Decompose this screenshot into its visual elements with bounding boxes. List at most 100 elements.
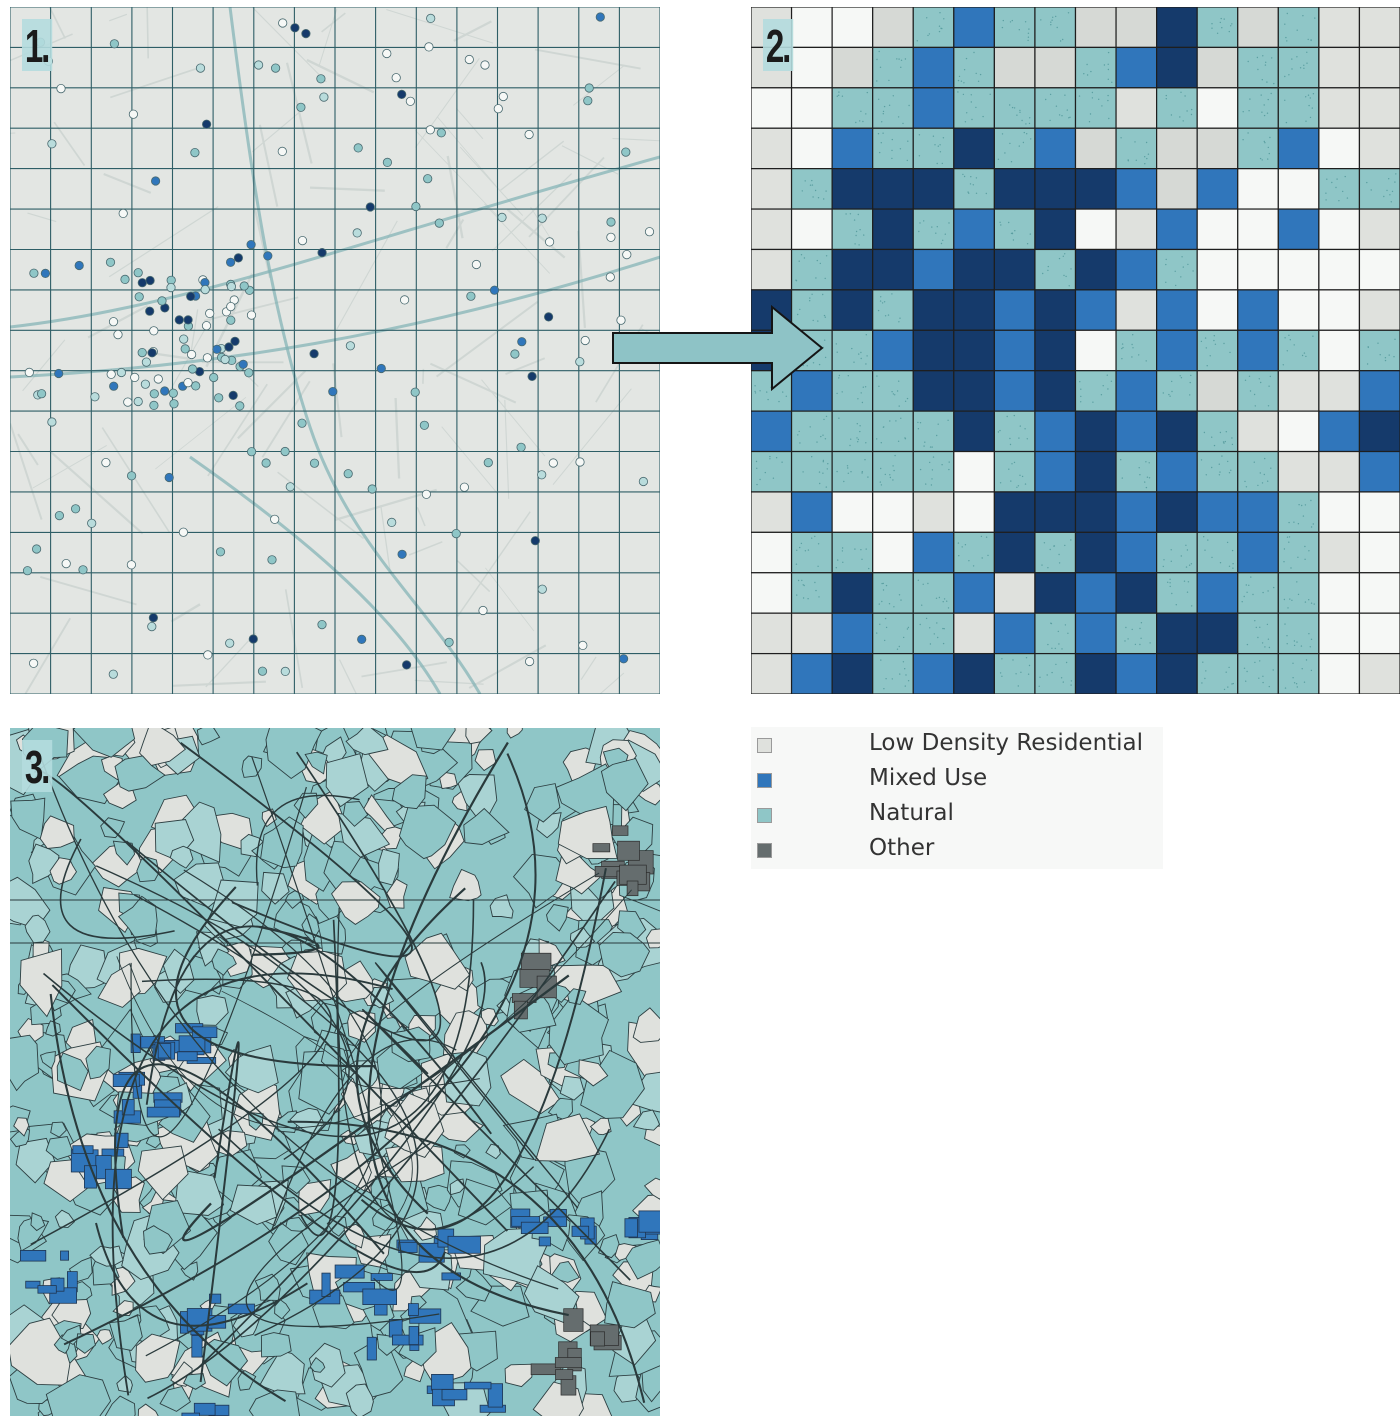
grid-cell [1277,46,1320,89]
grid-cell-texture [943,628,945,630]
grid-cell [1237,652,1279,694]
grid-cell-texture [1008,468,1010,470]
grid-cell-texture [947,607,950,609]
grid-cell-texture [1070,684,1072,686]
grid-cell [912,329,955,372]
grid-cell [1115,289,1158,331]
street-line [309,186,385,192]
data-point [164,472,174,483]
grid-cell-texture [1145,141,1148,144]
mixed-use-parcel [146,1106,180,1118]
grid-cell [1074,410,1117,453]
mixed-use-parcel [178,1035,206,1052]
grid-cell-texture [930,484,933,486]
grid-cell-texture [942,137,945,139]
grid-cell-texture [1043,542,1046,544]
grid-cell-texture [1016,114,1018,116]
data-point [137,347,147,358]
grid-cell [1237,208,1279,251]
data-point [47,139,57,149]
grid-cell [831,612,874,655]
grid-cell-texture [1106,374,1108,376]
grid-cell [1034,370,1077,412]
grid-cell-texture [826,468,828,470]
grid-cell-texture [799,546,801,549]
grid-cell-texture [1216,32,1219,34]
grid-cell-texture [767,398,769,401]
road-line [174,886,376,1068]
road-line [355,887,466,1215]
grid-cell-texture [1260,381,1262,384]
grid-cell-texture [1017,485,1020,487]
grid-cell [1196,7,1239,49]
grid-cell-texture [1268,385,1270,387]
data-point [151,176,161,186]
grid-cell [1156,127,1198,170]
grid-cell [1196,450,1239,493]
grid-cell-texture [1284,623,1286,625]
grid-cell [872,248,914,291]
grid-cell [1277,248,1320,291]
grid-cell-texture [1245,486,1248,488]
grid-cell-texture [809,300,811,302]
grid-cell-texture [1027,32,1030,34]
grid-cell-texture [1050,622,1053,625]
grid-cell [1156,370,1198,412]
grid-cell-texture [866,91,868,94]
land-parcel [378,848,400,886]
data-point [190,148,200,158]
grid-cell-texture [824,356,827,359]
data-point [203,650,213,660]
grid-cell-texture [1144,163,1146,165]
grid-cell-texture [1180,377,1183,379]
grid-cell-texture [1009,21,1012,23]
land-parcel [463,807,510,845]
grid-cell-texture [1346,197,1349,199]
grid-cell-texture [1289,598,1291,600]
grid-cell-texture [1014,230,1016,232]
grid-cell [1115,572,1158,614]
grid-cell-texture [883,426,885,428]
data-point [516,442,526,452]
grid-cell-texture [1312,523,1314,525]
grid-cell [1034,87,1077,129]
grid-cell-texture [1335,186,1337,189]
grid-cell-texture [1394,338,1396,340]
grid-cell-texture [1131,628,1133,631]
grid-cell-texture [946,600,948,602]
grid-cell-texture [785,395,787,397]
grid-cell-texture [817,543,820,545]
grid-cell [1074,7,1117,49]
data-point [149,389,159,399]
grid-cell-texture [1211,23,1213,25]
grid-cell-texture [1180,91,1182,94]
grid-cell [1277,7,1320,49]
grid-cell-texture [1214,343,1217,345]
grid-cell-texture [1291,599,1293,601]
grid-cell-texture [1064,253,1066,255]
land-parcel [248,1389,300,1416]
grid-cell [1277,612,1320,655]
grid-cell-texture [1205,474,1207,476]
grid-cell-texture [1145,486,1148,489]
grid-cell [790,87,833,129]
grid-cell [1358,289,1400,331]
grid-cell [872,168,914,210]
grid-cell-texture [822,434,824,436]
grid-cell-texture [1056,26,1058,29]
grid-cell [1358,370,1400,412]
grid-cell-texture [1163,559,1165,561]
grid-cell-texture [1257,68,1259,71]
land-parcel [600,757,649,812]
data-point [201,321,212,331]
grid-cell-texture [1377,342,1379,344]
street-line [534,48,641,70]
data-point [247,447,257,457]
grid-cell-texture [1080,395,1082,398]
mixed-use-parcel [334,1264,365,1279]
data-point [228,390,238,400]
mixed-use-parcel [366,1336,377,1361]
grid-cell-texture [1268,646,1271,649]
grid-cell-texture [804,550,807,552]
grid-cell-texture [1284,687,1287,689]
